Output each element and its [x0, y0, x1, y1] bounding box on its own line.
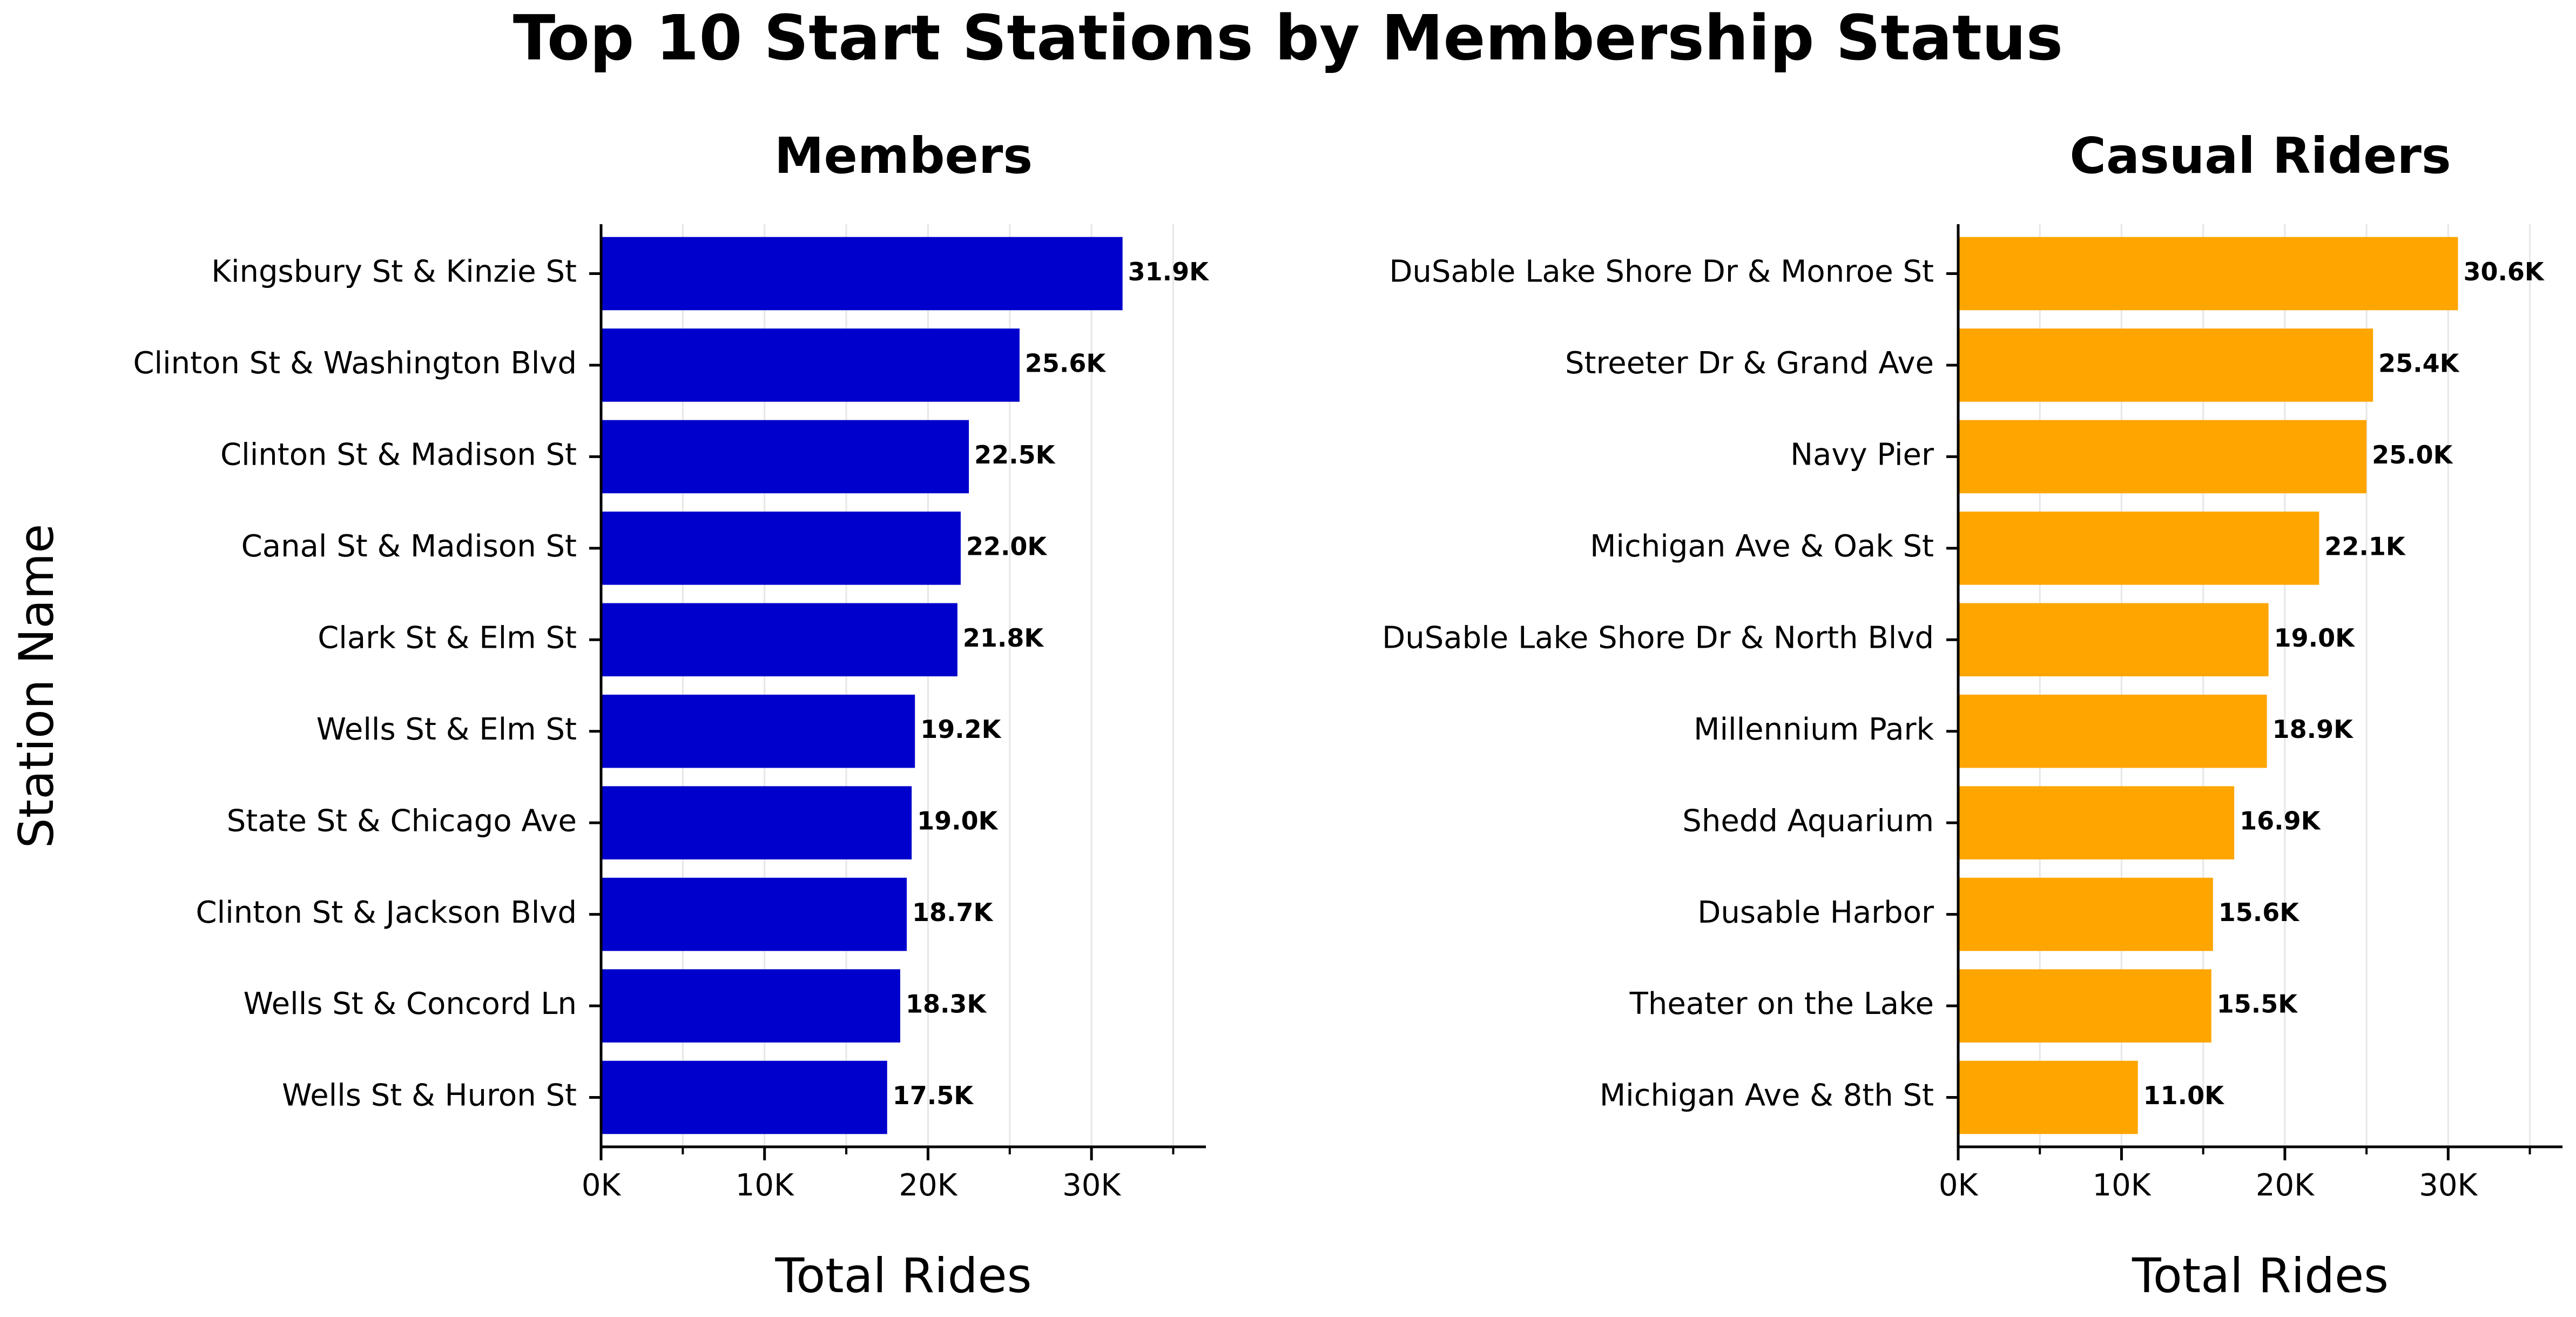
- figure-title: Top 10 Start Stations by Membership Stat…: [513, 2, 2063, 75]
- chart-panel-2: Casual Riders DuSable Lake Shore Dr & Mon…: [1382, 127, 2562, 1303]
- category-label: Theater on the Lake: [1629, 986, 1934, 1022]
- category-label: Clark St & Elm St: [318, 620, 577, 655]
- figure-y-axis-label: Station Name: [9, 524, 64, 848]
- data-label: 15.6K: [2218, 898, 2300, 927]
- data-label: 19.0K: [2274, 623, 2356, 653]
- x-tick-label: 30K: [1062, 1168, 1121, 1203]
- x-tick-label: 0K: [582, 1168, 622, 1203]
- bar: [1958, 237, 2458, 311]
- category-label: Dusable Harbor: [1697, 895, 1934, 930]
- bar: [601, 694, 915, 768]
- x-tick-label: 10K: [736, 1168, 794, 1203]
- category-label: Kingsbury St & Kinzie St: [211, 254, 577, 290]
- data-label: 19.0K: [917, 807, 999, 836]
- data-label: 22.5K: [974, 440, 1056, 469]
- category-label: Clinton St & Washington Blvd: [133, 346, 577, 381]
- bar: [601, 603, 957, 677]
- data-label: 16.9K: [2240, 807, 2321, 836]
- data-label: 18.9K: [2272, 715, 2354, 744]
- category-label: Wells St & Huron St: [282, 1078, 577, 1113]
- category-label: Millennium Park: [1694, 712, 1934, 747]
- chart-panels: Members Kingsbury St & Kinzie St 31.9K Clin…: [133, 127, 2562, 1303]
- category-label: Michigan Ave & Oak St: [1590, 529, 1934, 564]
- bar: [601, 328, 1020, 402]
- panel-title: Members: [774, 127, 1033, 185]
- panel-title: Casual Riders: [2069, 127, 2451, 185]
- data-label: 25.4K: [2378, 348, 2460, 378]
- category-label: Clinton St & Jackson Blvd: [196, 895, 577, 930]
- data-label: 17.5K: [893, 1081, 974, 1110]
- x-axis-label: Total Rides: [2132, 1248, 2389, 1303]
- bar: [601, 512, 961, 585]
- category-label: Canal St & Madison St: [241, 529, 577, 564]
- x-axis-label: Total Rides: [775, 1248, 1032, 1303]
- category-label: Clinton St & Madison St: [220, 438, 577, 473]
- bar: [1958, 786, 2235, 859]
- bar: [601, 877, 907, 951]
- bar: [601, 969, 900, 1043]
- bar: [601, 786, 912, 859]
- category-label: Wells St & Elm St: [316, 712, 577, 747]
- bar: [1958, 694, 2267, 768]
- x-tick-label: 20K: [2256, 1168, 2315, 1203]
- bar: [1958, 969, 2211, 1043]
- data-label: 22.0K: [966, 532, 1048, 561]
- data-label: 21.8K: [963, 623, 1044, 653]
- data-label: 11.0K: [2143, 1081, 2225, 1110]
- category-label: Streeter Dr & Grand Ave: [1565, 346, 1934, 381]
- x-tick-label: 10K: [2092, 1168, 2151, 1203]
- data-label: 25.6K: [1025, 348, 1107, 378]
- bar: [1958, 1060, 2138, 1134]
- chart-panel-1: Members Kingsbury St & Kinzie St 31.9K Clin…: [133, 127, 1210, 1303]
- category-label: State St & Chicago Ave: [227, 803, 577, 838]
- category-label: DuSable Lake Shore Dr & Monroe St: [1389, 254, 1934, 290]
- data-label: 18.7K: [912, 898, 994, 927]
- bar: [1958, 512, 2319, 585]
- category-label: Navy Pier: [1790, 438, 1934, 473]
- x-tick-label: 30K: [2419, 1168, 2478, 1203]
- bar: [601, 237, 1123, 311]
- data-label: 18.3K: [906, 990, 987, 1019]
- bar: [1958, 420, 2367, 494]
- bar: [1958, 328, 2373, 402]
- x-tick-label: 0K: [1939, 1168, 1979, 1203]
- data-label: 19.2K: [920, 715, 1002, 744]
- bar: [601, 420, 969, 494]
- data-label: 30.6K: [2463, 257, 2545, 286]
- bar: [601, 1060, 887, 1134]
- data-label: 15.5K: [2217, 990, 2298, 1019]
- data-label: 25.0K: [2372, 440, 2453, 469]
- data-label: 22.1K: [2324, 532, 2406, 561]
- category-label: DuSable Lake Shore Dr & North Blvd: [1382, 620, 1934, 655]
- category-label: Shedd Aquarium: [1682, 803, 1934, 838]
- bar: [1958, 877, 2213, 951]
- bar: [1958, 603, 2269, 677]
- category-label: Wells St & Concord Ln: [244, 986, 577, 1022]
- x-tick-label: 20K: [899, 1168, 957, 1203]
- category-label: Michigan Ave & 8th St: [1600, 1078, 1934, 1113]
- data-label: 31.9K: [1128, 257, 1210, 286]
